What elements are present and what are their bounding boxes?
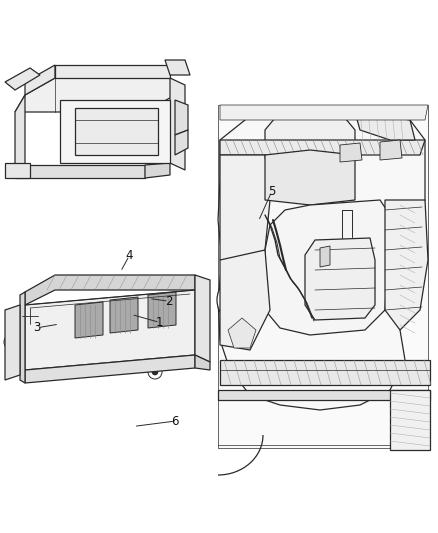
Polygon shape (218, 390, 430, 400)
Polygon shape (25, 65, 55, 95)
Text: 4: 4 (125, 249, 133, 262)
Polygon shape (20, 292, 25, 383)
Text: 1: 1 (156, 316, 164, 329)
Circle shape (300, 168, 320, 188)
Polygon shape (25, 355, 195, 383)
Text: 2: 2 (165, 295, 173, 308)
Text: 5: 5 (268, 185, 275, 198)
Polygon shape (340, 143, 362, 162)
Circle shape (152, 369, 158, 375)
Polygon shape (218, 105, 428, 448)
Polygon shape (25, 290, 195, 370)
Text: 3: 3 (34, 321, 41, 334)
Circle shape (325, 260, 335, 270)
Polygon shape (228, 318, 256, 348)
Polygon shape (148, 292, 176, 328)
Circle shape (325, 285, 335, 295)
Circle shape (350, 283, 360, 293)
Polygon shape (265, 200, 390, 335)
Polygon shape (110, 297, 138, 333)
Polygon shape (390, 390, 430, 450)
Polygon shape (355, 112, 415, 140)
Polygon shape (5, 163, 30, 178)
Polygon shape (25, 275, 195, 305)
Circle shape (306, 174, 314, 182)
Polygon shape (15, 78, 175, 112)
Circle shape (27, 313, 33, 319)
Polygon shape (15, 95, 25, 178)
Polygon shape (265, 150, 355, 205)
Polygon shape (170, 78, 185, 170)
Polygon shape (320, 246, 330, 267)
Polygon shape (218, 108, 425, 410)
Text: 6: 6 (171, 415, 179, 427)
Polygon shape (220, 105, 428, 120)
Polygon shape (175, 130, 188, 155)
Polygon shape (145, 163, 170, 178)
Circle shape (22, 308, 38, 324)
Polygon shape (60, 100, 170, 163)
Circle shape (328, 263, 332, 267)
Polygon shape (75, 302, 103, 338)
Polygon shape (15, 165, 145, 178)
Polygon shape (220, 250, 270, 350)
Polygon shape (195, 275, 210, 362)
Polygon shape (380, 140, 402, 160)
Circle shape (350, 258, 360, 268)
Polygon shape (5, 305, 20, 380)
Polygon shape (220, 140, 425, 155)
Polygon shape (305, 238, 375, 320)
Circle shape (353, 261, 357, 265)
Circle shape (217, 275, 267, 325)
Polygon shape (75, 108, 158, 155)
Circle shape (353, 286, 357, 290)
Polygon shape (55, 65, 170, 78)
Polygon shape (195, 355, 210, 370)
Polygon shape (5, 68, 40, 90)
Circle shape (290, 158, 330, 198)
Circle shape (333, 285, 343, 295)
Polygon shape (175, 100, 188, 135)
Circle shape (227, 285, 257, 315)
Polygon shape (385, 200, 428, 330)
Circle shape (328, 288, 332, 292)
Polygon shape (265, 108, 355, 180)
Polygon shape (165, 60, 190, 75)
Polygon shape (220, 360, 430, 385)
Polygon shape (220, 155, 270, 270)
Circle shape (148, 365, 162, 379)
